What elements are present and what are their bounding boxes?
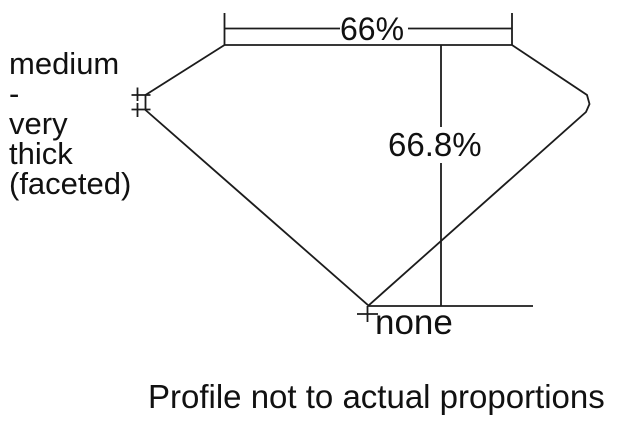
table-percentage-label: 66% [340,11,405,47]
culet-size-label: none [375,303,453,342]
girdle-thickness-label: medium - very thick (faceted) [9,46,132,201]
girdle-thickness-line: (faceted) [9,166,132,201]
girdle-thickness-line: medium [9,46,120,81]
girdle-thickness-line: - [9,76,20,111]
diamond-outline [144,44,591,307]
depth-percentage-label: 66.8% [388,126,482,163]
girdle-thickness-line: very [9,106,68,141]
girdle-thickness-line: thick [9,136,73,171]
caption-text: Profile not to actual proportions [148,378,605,415]
